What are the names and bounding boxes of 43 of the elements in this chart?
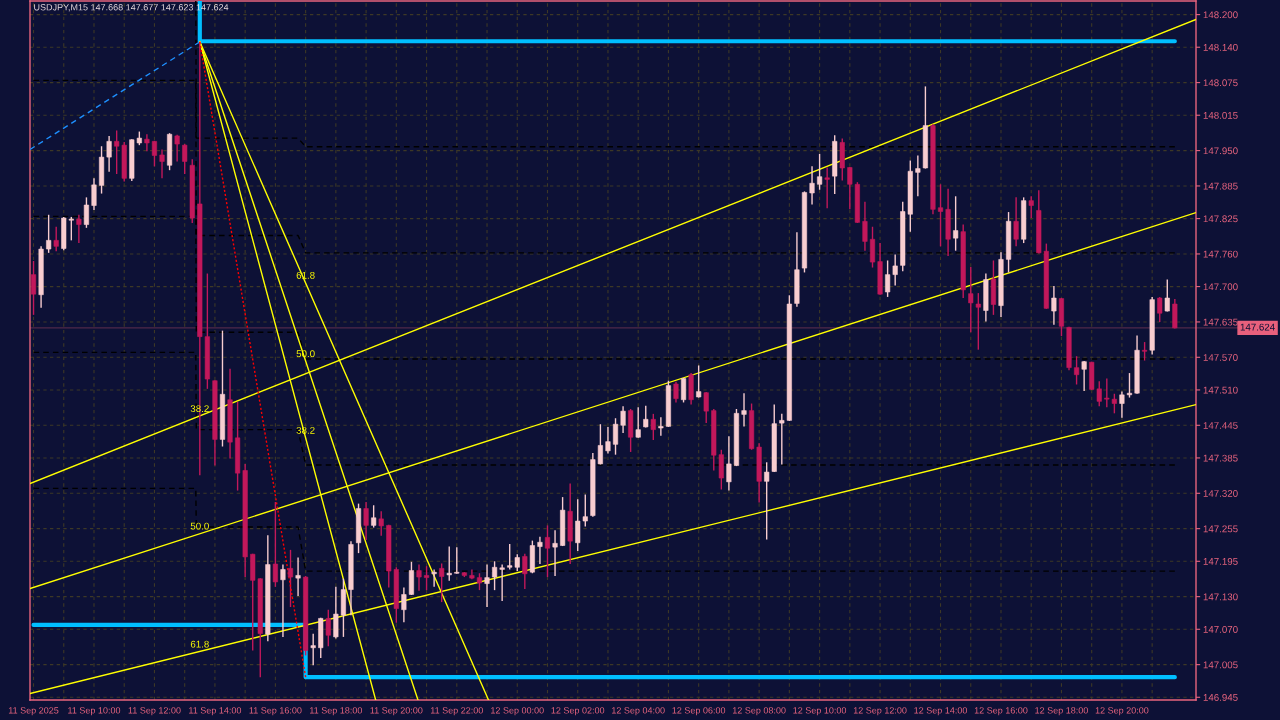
- y-tick-label: 147.510: [1203, 386, 1238, 394]
- x-tick-label: 12 Sep 10:00: [793, 707, 847, 716]
- x-tick-label: 12 Sep 00:00: [491, 707, 544, 716]
- y-tick-label: 148.200: [1203, 11, 1238, 19]
- x-tick-label: 12 Sep 20:00: [1095, 707, 1149, 716]
- y-tick-label: 147.195: [1203, 558, 1238, 565]
- x-tick-label: 11 Sep 12:00: [128, 707, 181, 716]
- x-tick-label: 12 Sep 02:00: [551, 707, 605, 716]
- annotation: 61.8: [190, 640, 209, 648]
- x-tick-label: 11 Sep 14:00: [189, 707, 242, 716]
- y-tick-label: 147.005: [1203, 661, 1238, 669]
- ref-line-label: 147.624: [1240, 323, 1275, 331]
- x-tick-label: 11 Sep 18:00: [310, 707, 363, 716]
- y-tick-label: 147.255: [1203, 525, 1238, 533]
- y-tick-label: 147.070: [1203, 626, 1238, 633]
- y-tick-label: 147.885: [1203, 182, 1238, 190]
- x-tick-label: 12 Sep 14:00: [914, 707, 968, 716]
- x-tick-label: 11 Sep 20:00: [370, 707, 423, 716]
- y-tick-label: 147.385: [1203, 454, 1238, 462]
- y-tick-label: 147.635: [1203, 318, 1238, 326]
- x-tick-label: 11 Sep 10:00: [68, 707, 121, 716]
- y-tick-label: 147.760: [1203, 250, 1238, 258]
- x-tick-label: 12 Sep 04:00: [612, 707, 665, 716]
- x-tick-label: 12 Sep 06:00: [672, 707, 726, 716]
- x-tick-label: 12 Sep 12:00: [853, 707, 907, 716]
- y-tick-label: 147.130: [1203, 593, 1238, 601]
- y-tick-label: 147.950: [1203, 147, 1238, 155]
- x-tick-label: 11 Sep 2025: [8, 707, 59, 716]
- x-tick-label: 12 Sep 16:00: [974, 707, 1028, 716]
- y-tick-label: 146.945: [1203, 694, 1238, 701]
- y-tick-label: 148.015: [1203, 111, 1238, 119]
- x-tick-label: 12 Sep 08:00: [732, 707, 786, 716]
- y-tick-label: 148.075: [1203, 79, 1238, 87]
- y-tick-label: 147.700: [1203, 283, 1238, 291]
- y-tick-label: 147.320: [1203, 490, 1238, 497]
- x-tick-label: 11 Sep 22:00: [430, 707, 483, 716]
- y-tick-label: 147.570: [1203, 354, 1238, 361]
- y-tick-label: 148.140: [1203, 43, 1238, 51]
- annotation: 50.0: [190, 522, 209, 530]
- x-tick-label: 11 Sep 16:00: [249, 707, 302, 716]
- y-tick-label: 147.445: [1203, 422, 1238, 429]
- y-tick-label: 147.825: [1203, 215, 1238, 223]
- x-tick-label: 12 Sep 18:00: [1035, 707, 1088, 716]
